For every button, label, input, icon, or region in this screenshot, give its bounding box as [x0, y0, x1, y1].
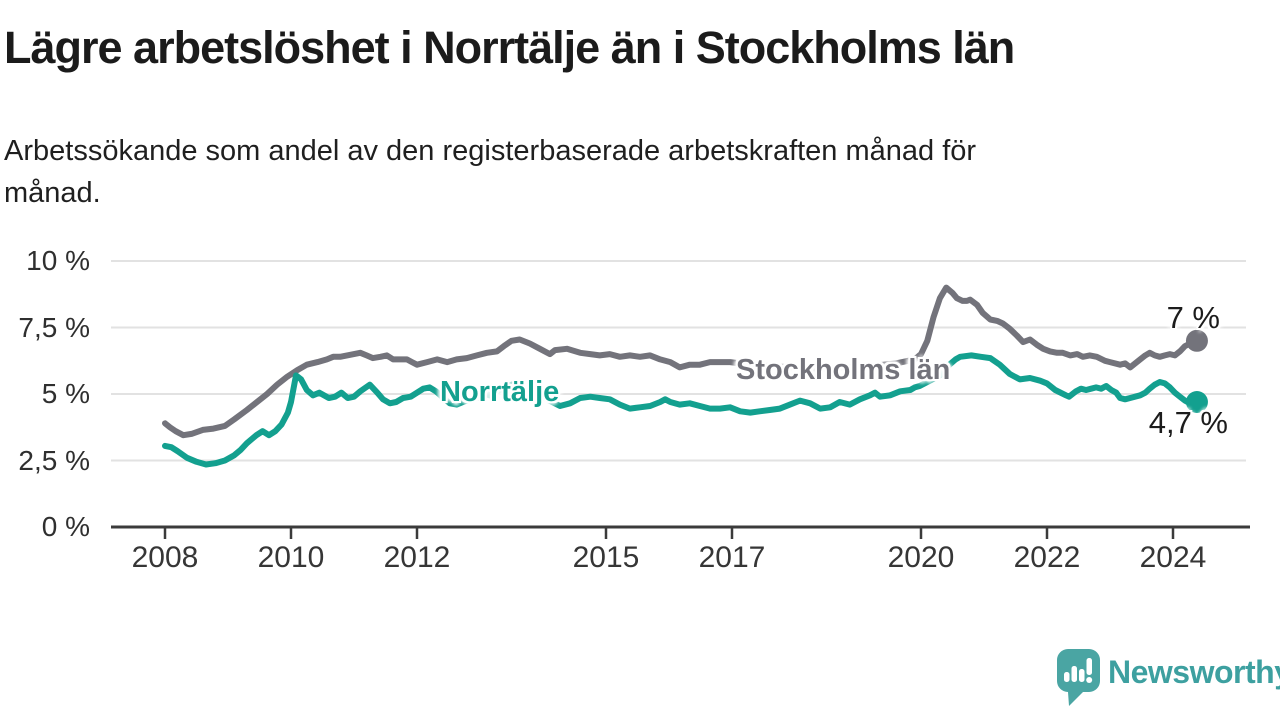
x-axis-tick-label: 2015	[572, 541, 640, 574]
x-axis-tick-label: 2008	[131, 541, 199, 574]
y-axis-tick-label: 10 %	[26, 245, 90, 276]
y-axis-tick-label: 7,5 %	[18, 311, 90, 343]
chart-subtitle: Arbetssökande som andel av den registerb…	[4, 130, 1224, 214]
subtitle-line-1: Arbetssökande som andel av den registerb…	[4, 135, 977, 167]
x-axis-tick-label: 2022	[1013, 541, 1081, 574]
newsworthy-logo-text: Newsworthy	[1108, 654, 1280, 690]
newsworthy-logo[interactable]: Newsworthy	[1056, 646, 1280, 710]
end-value-label-stockholms-lan: 7 %	[1166, 300, 1220, 335]
x-axis-tick-label: 2020	[887, 541, 955, 574]
page-title: Lägre arbetslöshet i Norrtälje än i Stoc…	[4, 22, 1015, 73]
y-axis-tick-label: 0 %	[41, 511, 90, 542]
end-value-label-norrtalje: 4,7 %	[1148, 405, 1228, 440]
x-axis-tick-label: 2010	[257, 541, 325, 574]
series-line-stockholms-lan	[162, 284, 1200, 439]
x-axis-tick-label: 2012	[383, 541, 451, 574]
newsworthy-logo-icon	[1057, 649, 1100, 706]
series-end-dot-norrtalje	[1185, 390, 1208, 413]
series-end-dot-stockholms-lan	[1185, 329, 1208, 352]
series-label-stockholms-lan: Stockholms län	[736, 354, 951, 386]
series-label-norrtalje: Norrtälje	[440, 376, 560, 408]
x-axis-tick-label: 2024	[1139, 541, 1207, 574]
y-axis-tick-label: 2,5 %	[18, 444, 90, 476]
logo-bar-chart-glyph	[1064, 658, 1093, 683]
subtitle-line-2: månad.	[4, 177, 101, 209]
x-axis-tick-label: 2017	[698, 541, 766, 574]
y-axis-tick-label: 5 %	[41, 378, 90, 409]
series-line-norrtalje	[162, 352, 1200, 468]
